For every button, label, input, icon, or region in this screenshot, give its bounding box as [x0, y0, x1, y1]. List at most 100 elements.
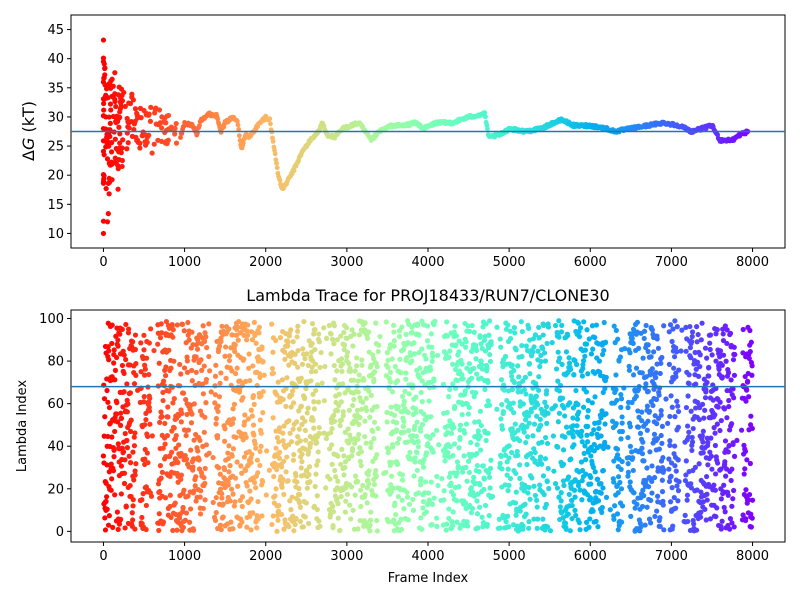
lambda-point — [273, 445, 279, 451]
lambda-point — [332, 377, 338, 383]
lambda-point — [226, 417, 232, 423]
lambda-point — [569, 502, 575, 509]
lambda-point — [707, 340, 713, 346]
lambda-point — [579, 428, 585, 434]
lambda-point — [534, 504, 540, 510]
lambda-point — [552, 480, 559, 487]
lambda-point — [185, 493, 191, 499]
lambda-point — [598, 433, 604, 439]
lambda-point — [543, 435, 549, 441]
lambda-point — [248, 527, 254, 533]
lambda-point — [316, 339, 322, 345]
delta-g-point — [268, 121, 273, 127]
lambda-point — [226, 469, 232, 475]
lambda-point — [675, 408, 682, 415]
lambda-point — [164, 433, 171, 439]
lambda-point — [532, 492, 539, 499]
lambda-point — [158, 409, 164, 415]
lambda-point — [201, 338, 208, 345]
lambda-point — [254, 457, 260, 463]
lambda-point — [444, 521, 450, 527]
lambda-point — [270, 513, 276, 519]
lambda-point — [391, 329, 397, 335]
lambda-point — [619, 414, 625, 420]
lambda-point — [527, 371, 533, 377]
lambda-point — [627, 479, 633, 485]
lambda-point — [131, 381, 138, 387]
lambda-point — [368, 444, 374, 451]
lambda-point — [363, 395, 369, 401]
lambda-point — [556, 388, 563, 394]
lambda-point — [346, 360, 352, 366]
lambda-point — [403, 370, 409, 376]
lambda-point — [599, 504, 605, 511]
lambda-point — [469, 375, 475, 381]
delta-g-point — [270, 138, 276, 144]
lambda-point — [646, 484, 652, 490]
lambda-point — [731, 453, 738, 459]
delta-g-point — [118, 95, 124, 101]
delta-g-point — [116, 149, 122, 155]
lambda-point — [188, 447, 194, 453]
lambda-point — [103, 498, 109, 505]
lambda-point — [143, 502, 149, 509]
x-tick-label: 2000 — [249, 549, 282, 564]
lambda-point — [202, 480, 208, 487]
lambda-point — [367, 517, 374, 523]
lambda-point — [471, 474, 477, 480]
lambda-point — [479, 514, 485, 520]
lambda-point — [466, 404, 472, 411]
lambda-point — [554, 485, 561, 491]
lambda-point — [370, 428, 376, 435]
lambda-point — [537, 363, 543, 370]
lambda-point — [170, 400, 176, 406]
lambda-point — [650, 402, 656, 409]
lambda-point — [171, 396, 177, 402]
lambda-point — [278, 464, 285, 470]
lambda-point — [186, 519, 193, 525]
lambda-point — [614, 446, 621, 452]
lambda-point — [248, 459, 254, 466]
lambda-point — [374, 364, 380, 370]
lambda-point — [447, 386, 453, 393]
lambda-point — [183, 510, 190, 516]
lambda-point — [666, 361, 672, 367]
lambda-point — [649, 366, 655, 372]
lambda-point — [309, 321, 316, 327]
lambda-point — [323, 485, 329, 491]
lambda-point — [516, 438, 523, 444]
lambda-point — [339, 368, 345, 374]
lambda-point — [167, 492, 173, 498]
lambda-point — [480, 463, 486, 469]
delta-g-point — [168, 124, 174, 130]
lambda-point — [500, 408, 507, 415]
y-tick-label: 20 — [47, 482, 64, 497]
lambda-point — [655, 493, 661, 499]
lambda-point — [130, 449, 136, 455]
lambda-point — [427, 367, 434, 373]
lambda-point — [142, 456, 148, 462]
lambda-point — [512, 330, 518, 336]
lambda-point — [448, 480, 454, 486]
lambda-chart-title: Lambda Trace for PROJ18433/RUN7/CLONE30 — [246, 286, 609, 305]
lambda-point — [569, 428, 576, 434]
lambda-point — [388, 473, 395, 479]
lambda-point — [456, 484, 462, 490]
lambda-point — [743, 516, 749, 522]
y-tick-label: 10 — [47, 227, 64, 242]
lambda-point — [271, 473, 277, 480]
delta-g-point — [143, 142, 149, 148]
lambda-point — [213, 362, 219, 368]
lambda-point — [583, 457, 589, 463]
lambda-point — [146, 371, 152, 378]
lambda-point — [191, 488, 197, 494]
lambda-point — [396, 436, 402, 442]
lambda-point — [251, 432, 257, 438]
delta-g-point — [236, 126, 242, 132]
lambda-point — [165, 404, 171, 410]
lambda-point — [643, 322, 649, 329]
lambda-point — [727, 526, 733, 532]
lambda-point — [355, 479, 361, 485]
lambda-point — [585, 371, 591, 377]
lambda-point — [106, 357, 112, 363]
